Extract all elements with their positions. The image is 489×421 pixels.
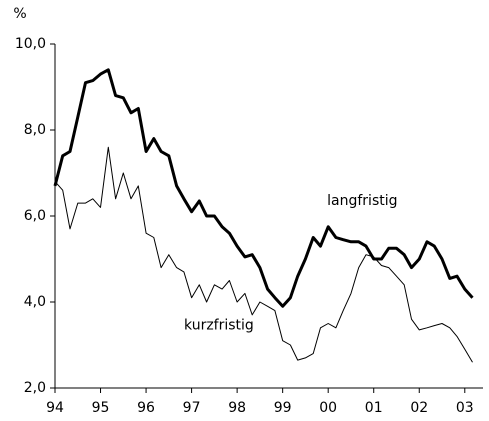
x-tick-label: 94 [46,400,64,416]
y-tick-label: 10,0 [15,36,46,52]
x-tick-label: 02 [410,400,428,416]
y-tick-label: 4,0 [24,294,46,310]
x-tick-label: 95 [92,400,110,416]
x-tick-label: 01 [365,400,383,416]
series-label: kurzfristig [184,318,254,334]
x-tick-label: 97 [183,400,201,416]
series-label: langfristig [327,193,397,209]
line-langfristig [53,68,474,308]
x-tick-label: 96 [137,400,155,416]
y-unit: % [13,6,26,22]
line-kurzfristig [54,146,473,363]
x-tick-label: 00 [319,400,337,416]
y-tick-label: 6,0 [24,208,46,224]
x-tick-label: 03 [456,400,474,416]
x-tick-label: 99 [274,400,292,416]
x-tick-label: 98 [228,400,246,416]
y-tick-label: 2,0 [24,380,46,396]
y-tick-label: 8,0 [24,122,46,138]
